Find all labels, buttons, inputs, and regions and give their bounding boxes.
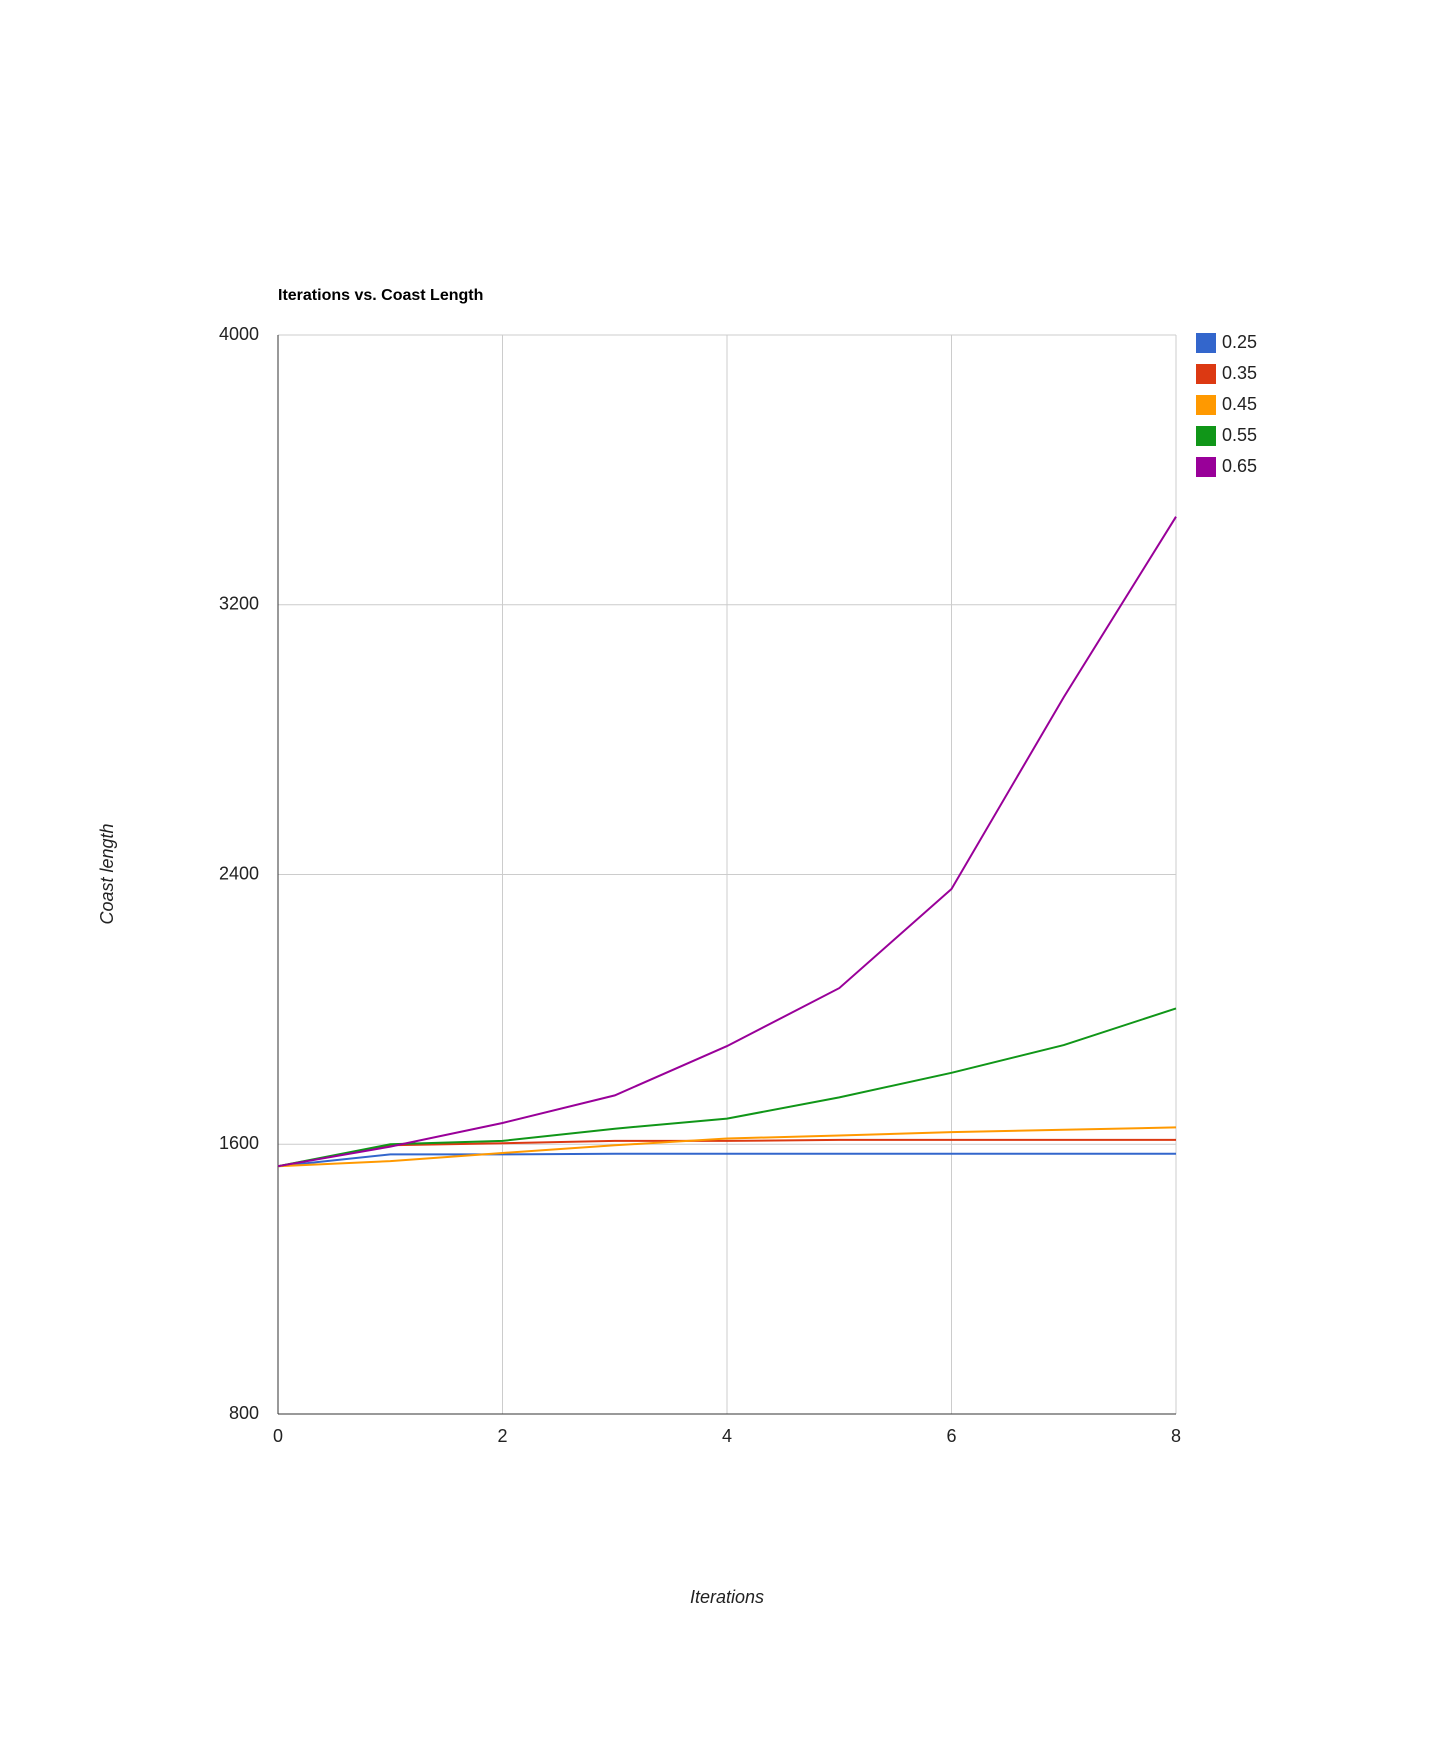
series-line [277,516,1177,1168]
y-tick-label: 800 [229,1403,259,1423]
y-axis-title: Coast length [97,823,117,924]
x-tick-label: 6 [946,1426,956,1446]
x-tick-label: 0 [273,1426,283,1446]
x-tick-label: 4 [722,1426,732,1446]
legend-label: 0.45 [1222,394,1257,414]
y-tick-label: 4000 [219,324,259,344]
x-tick-label: 2 [497,1426,507,1446]
legend-swatch [1196,395,1216,415]
legend-swatch [1196,333,1216,353]
series-line [277,1138,1176,1168]
chart-title: Iterations vs. Coast Length [278,287,483,304]
series-line [277,1126,1177,1168]
legend-swatch [1196,364,1216,384]
y-tick-label: 3200 [219,594,259,614]
y-tick-label: 1600 [219,1133,259,1153]
legend-label: 0.65 [1222,456,1257,476]
series-line [277,1007,1177,1168]
legend-swatch [1196,426,1216,446]
legend-swatch [1196,457,1216,477]
x-tick-label: 8 [1171,1426,1181,1446]
legend-label: 0.25 [1222,332,1257,352]
series-line [277,1152,1176,1168]
legend-label: 0.35 [1222,363,1257,383]
x-axis-title: Iterations [690,1587,764,1607]
y-tick-label: 2400 [219,863,259,883]
legend-label: 0.55 [1222,425,1257,445]
